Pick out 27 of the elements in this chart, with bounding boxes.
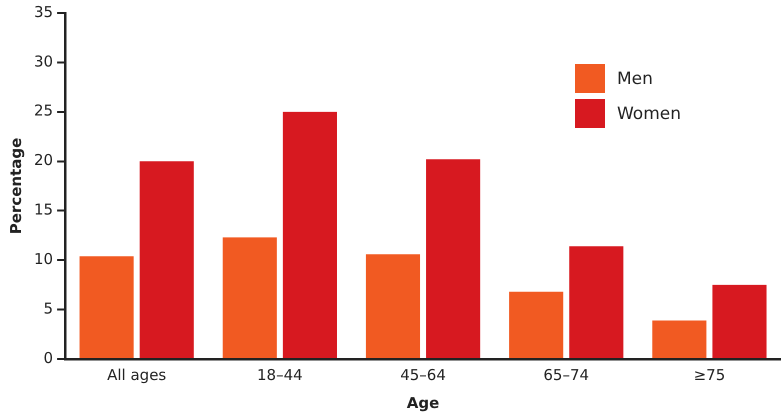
y-tick-label: 10 [34,250,54,268]
bar [569,246,624,358]
bar [509,292,564,358]
bar [222,237,277,358]
x-tick-label: ≥75 [694,366,726,384]
y-tick-label: 25 [34,102,54,120]
y-tick-label: 15 [34,200,54,219]
x-tick-label: 45–64 [400,366,446,384]
legend-label: Women [616,104,681,124]
bar [140,161,194,358]
bar [80,256,134,358]
bar [282,112,337,358]
y-tick-label: 5 [44,299,54,318]
legend-label: Men [616,68,653,88]
y-tick-label: 20 [34,151,54,170]
bar [712,284,767,358]
x-axis-title: Age [406,394,440,412]
x-tick-label: 65–74 [543,366,590,384]
y-tick-label: 0 [44,348,54,367]
bar [652,320,706,358]
bar [426,159,480,358]
y-tick-label: 35 [34,2,54,21]
bar [366,254,420,358]
x-tick-label: All ages [107,366,166,384]
y-axis-title: Percentage [6,138,25,234]
x-tick-label: 18–44 [257,366,303,384]
y-tick-label: 30 [34,52,54,70]
